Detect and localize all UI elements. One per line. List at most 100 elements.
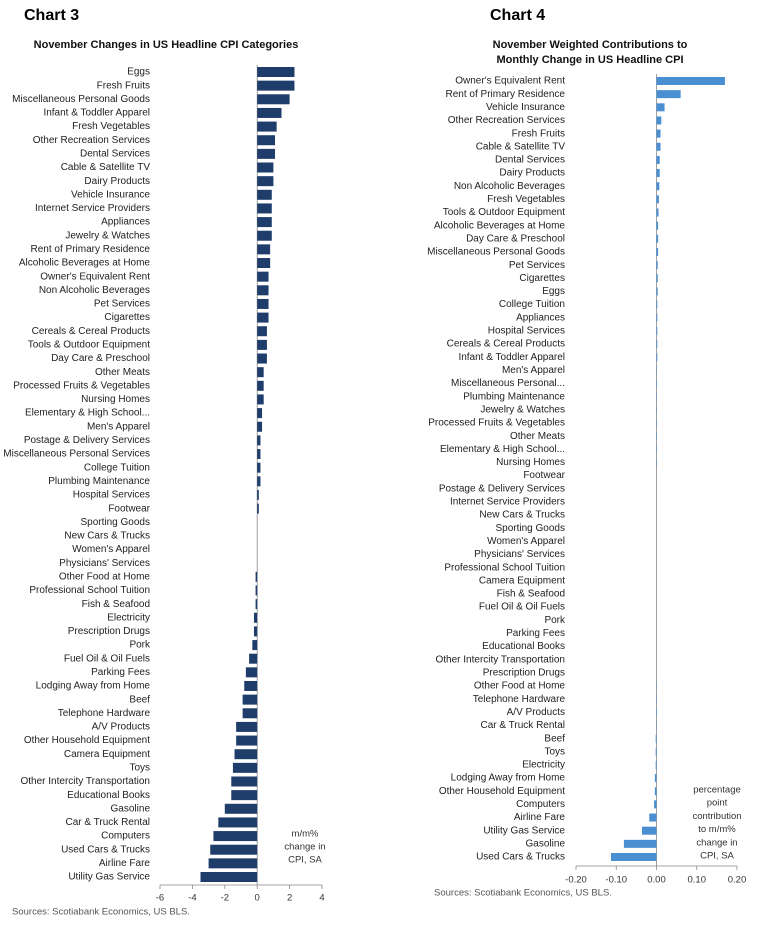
category-label: Cable & Satellite TV [61, 162, 151, 173]
category-label: Fresh Fruits [512, 128, 565, 139]
category-label: Other Intercity Transportation [435, 654, 565, 665]
bar [257, 121, 277, 132]
category-label: Computers [101, 831, 150, 842]
category-label: Internet Service Providers [35, 203, 150, 214]
category-label: Used Cars & Trucks [61, 844, 150, 855]
category-label: Eggs [127, 67, 150, 78]
bar [257, 135, 276, 146]
category-label: Cigarettes [104, 312, 150, 323]
source-note: Sources: Scotiabank Economics, US BLS. [12, 907, 190, 918]
category-label: Jewelry & Watches [480, 404, 565, 415]
category-label: A/V Products [507, 707, 565, 718]
category-label: Processed Fruits & Vegetables [13, 380, 150, 391]
category-label: Camera Equipment [64, 749, 150, 760]
bar [253, 612, 258, 623]
category-label: Dairy Products [84, 176, 150, 187]
bar [656, 247, 659, 256]
category-label: Jewelry & Watches [65, 230, 150, 241]
bar [236, 735, 258, 746]
category-label: Vehicle Insurance [71, 189, 150, 200]
category-label: Sporting Goods [496, 523, 566, 534]
category-label: Airline Fare [514, 812, 566, 823]
category-label: Non Alcoholic Beverages [454, 181, 565, 192]
bar [656, 155, 660, 164]
annotation: CPI, SA [700, 851, 734, 862]
bar [213, 831, 258, 842]
bar [242, 694, 258, 705]
category-label: Appliances [516, 312, 565, 323]
category-label: Non Alcoholic Beverages [39, 285, 150, 296]
bar [249, 653, 258, 664]
category-label: Beef [544, 733, 565, 744]
category-label: Fish & Seafood [497, 589, 565, 600]
category-label: Dairy Products [499, 168, 565, 179]
category-label: Professional School Tuition [444, 562, 565, 573]
bar [654, 774, 657, 783]
bar [252, 640, 258, 651]
bar [257, 67, 295, 77]
category-label: Educational Books [67, 790, 150, 801]
category-label: Women's Apparel [72, 544, 150, 555]
bar [232, 762, 258, 773]
bar [257, 394, 264, 405]
category-label: Miscellaneous Personal... [451, 378, 565, 389]
bar [236, 721, 258, 732]
category-label: Other Recreation Services [448, 115, 565, 126]
category-label: Pork [129, 640, 151, 651]
bar [257, 435, 261, 446]
category-label: Lodging Away from Home [36, 681, 151, 692]
bar [656, 261, 658, 270]
category-label: Tools & Outdoor Equipment [443, 207, 566, 218]
category-label: Hospital Services [73, 490, 150, 501]
category-label: Physicians' Services [474, 549, 565, 560]
category-label: A/V Products [92, 722, 150, 733]
category-label: New Cars & Trucks [64, 531, 150, 542]
bar [257, 421, 263, 432]
category-label: Other Household Equipment [439, 786, 565, 797]
bar [257, 162, 274, 173]
bar [208, 858, 258, 869]
bar [224, 803, 258, 814]
category-label: Other Intercity Transportation [20, 776, 150, 787]
bar [654, 787, 657, 796]
bar [257, 285, 269, 296]
category-label: Plumbing Maintenance [463, 391, 565, 402]
bar [257, 298, 269, 309]
bar [656, 340, 658, 349]
bar [656, 129, 661, 138]
annotation: to m/m% [698, 824, 736, 835]
bar [231, 790, 258, 801]
x-tick-label: 0.00 [647, 875, 666, 886]
x-tick-label: -0.10 [605, 875, 627, 886]
bar [656, 77, 725, 85]
category-label: Hospital Services [488, 326, 565, 337]
category-label: Electricity [522, 760, 565, 771]
bar [656, 103, 665, 112]
bar [257, 503, 259, 514]
bar [255, 599, 258, 610]
chart-title: November Weighted Contributions to [493, 39, 688, 51]
category-label: Toys [129, 762, 150, 773]
bar [257, 217, 272, 228]
category-label: Sporting Goods [81, 517, 151, 528]
category-label: Fuel Oil & Oil Fuels [479, 602, 565, 613]
bar [656, 221, 659, 230]
category-label: Day Care & Preschool [51, 353, 150, 364]
bar [257, 408, 263, 419]
category-label: Infant & Toddler Apparel [43, 108, 150, 119]
bar [655, 734, 657, 743]
category-label: Car & Truck Rental [481, 720, 565, 731]
x-tick-label: 2 [287, 893, 292, 904]
bar [655, 760, 657, 769]
annotation: m/m% [292, 829, 319, 840]
chart-label: Chart 3 [24, 7, 79, 24]
category-label: Professional School Tuition [29, 585, 150, 596]
annotation: point [707, 798, 728, 809]
bar [257, 367, 264, 378]
bar [255, 585, 258, 596]
bar [654, 800, 657, 809]
bar [257, 203, 272, 214]
bar [218, 817, 258, 828]
bar [257, 244, 271, 255]
annotation: change in [696, 837, 737, 848]
